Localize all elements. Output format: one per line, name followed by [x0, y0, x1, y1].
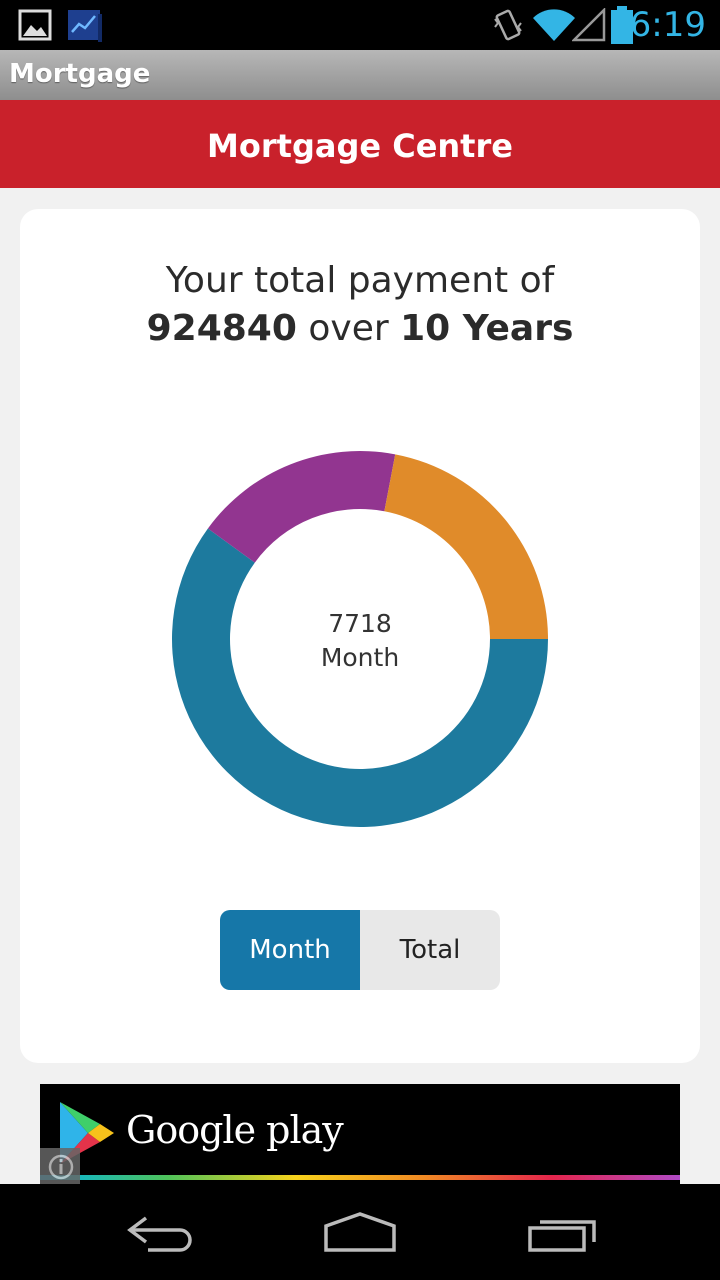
- payment-donut-chart: [171, 451, 549, 827]
- total-toggle-button[interactable]: Total: [360, 910, 500, 990]
- battery-icon: [611, 6, 633, 44]
- recents-icon[interactable]: [526, 1210, 598, 1254]
- back-icon[interactable]: [124, 1210, 196, 1254]
- summary-middle: over: [308, 308, 389, 349]
- monthly-payment-label: Month: [320, 643, 400, 672]
- stocks-icon: [68, 10, 102, 42]
- vibrate-icon: [494, 9, 522, 41]
- wifi-icon: [533, 9, 575, 41]
- page-title: Mortgage Centre: [207, 127, 513, 165]
- payment-summary: Your total payment of 924840 over 10 Yea…: [20, 257, 700, 353]
- monthly-payment-value: 7718: [328, 609, 392, 638]
- home-icon[interactable]: [322, 1210, 398, 1254]
- payment-card: Your total payment of 924840 over 10 Yea…: [20, 209, 700, 1063]
- app-title: Mortgage: [9, 59, 151, 89]
- donut-slice-0: [171, 528, 549, 827]
- page-header: Mortgage Centre: [0, 100, 720, 188]
- gallery-icon: [18, 9, 52, 41]
- signal-icon: [572, 8, 606, 42]
- ad-banner[interactable]: Google play: [40, 1084, 680, 1184]
- donut-slice-2: [384, 454, 548, 639]
- ad-info-icon[interactable]: [40, 1148, 80, 1184]
- period-toggle: Month Total: [220, 910, 500, 990]
- ad-text: Google play: [126, 1108, 344, 1152]
- summary-prefix: Your total payment of: [165, 260, 555, 301]
- donut-center: 7718 Month: [270, 607, 450, 675]
- title-bar: Mortgage: [0, 50, 720, 100]
- total-amount: 924840: [146, 308, 297, 349]
- ad-rainbow-strip: [40, 1175, 680, 1180]
- donut-slice-1: [207, 451, 396, 563]
- status-bar: 6:19: [0, 0, 720, 50]
- status-time: 6:19: [629, 5, 706, 45]
- loan-term: 10 Years: [400, 308, 574, 349]
- navigation-bar: [0, 1184, 720, 1280]
- month-toggle-button[interactable]: Month: [220, 910, 360, 990]
